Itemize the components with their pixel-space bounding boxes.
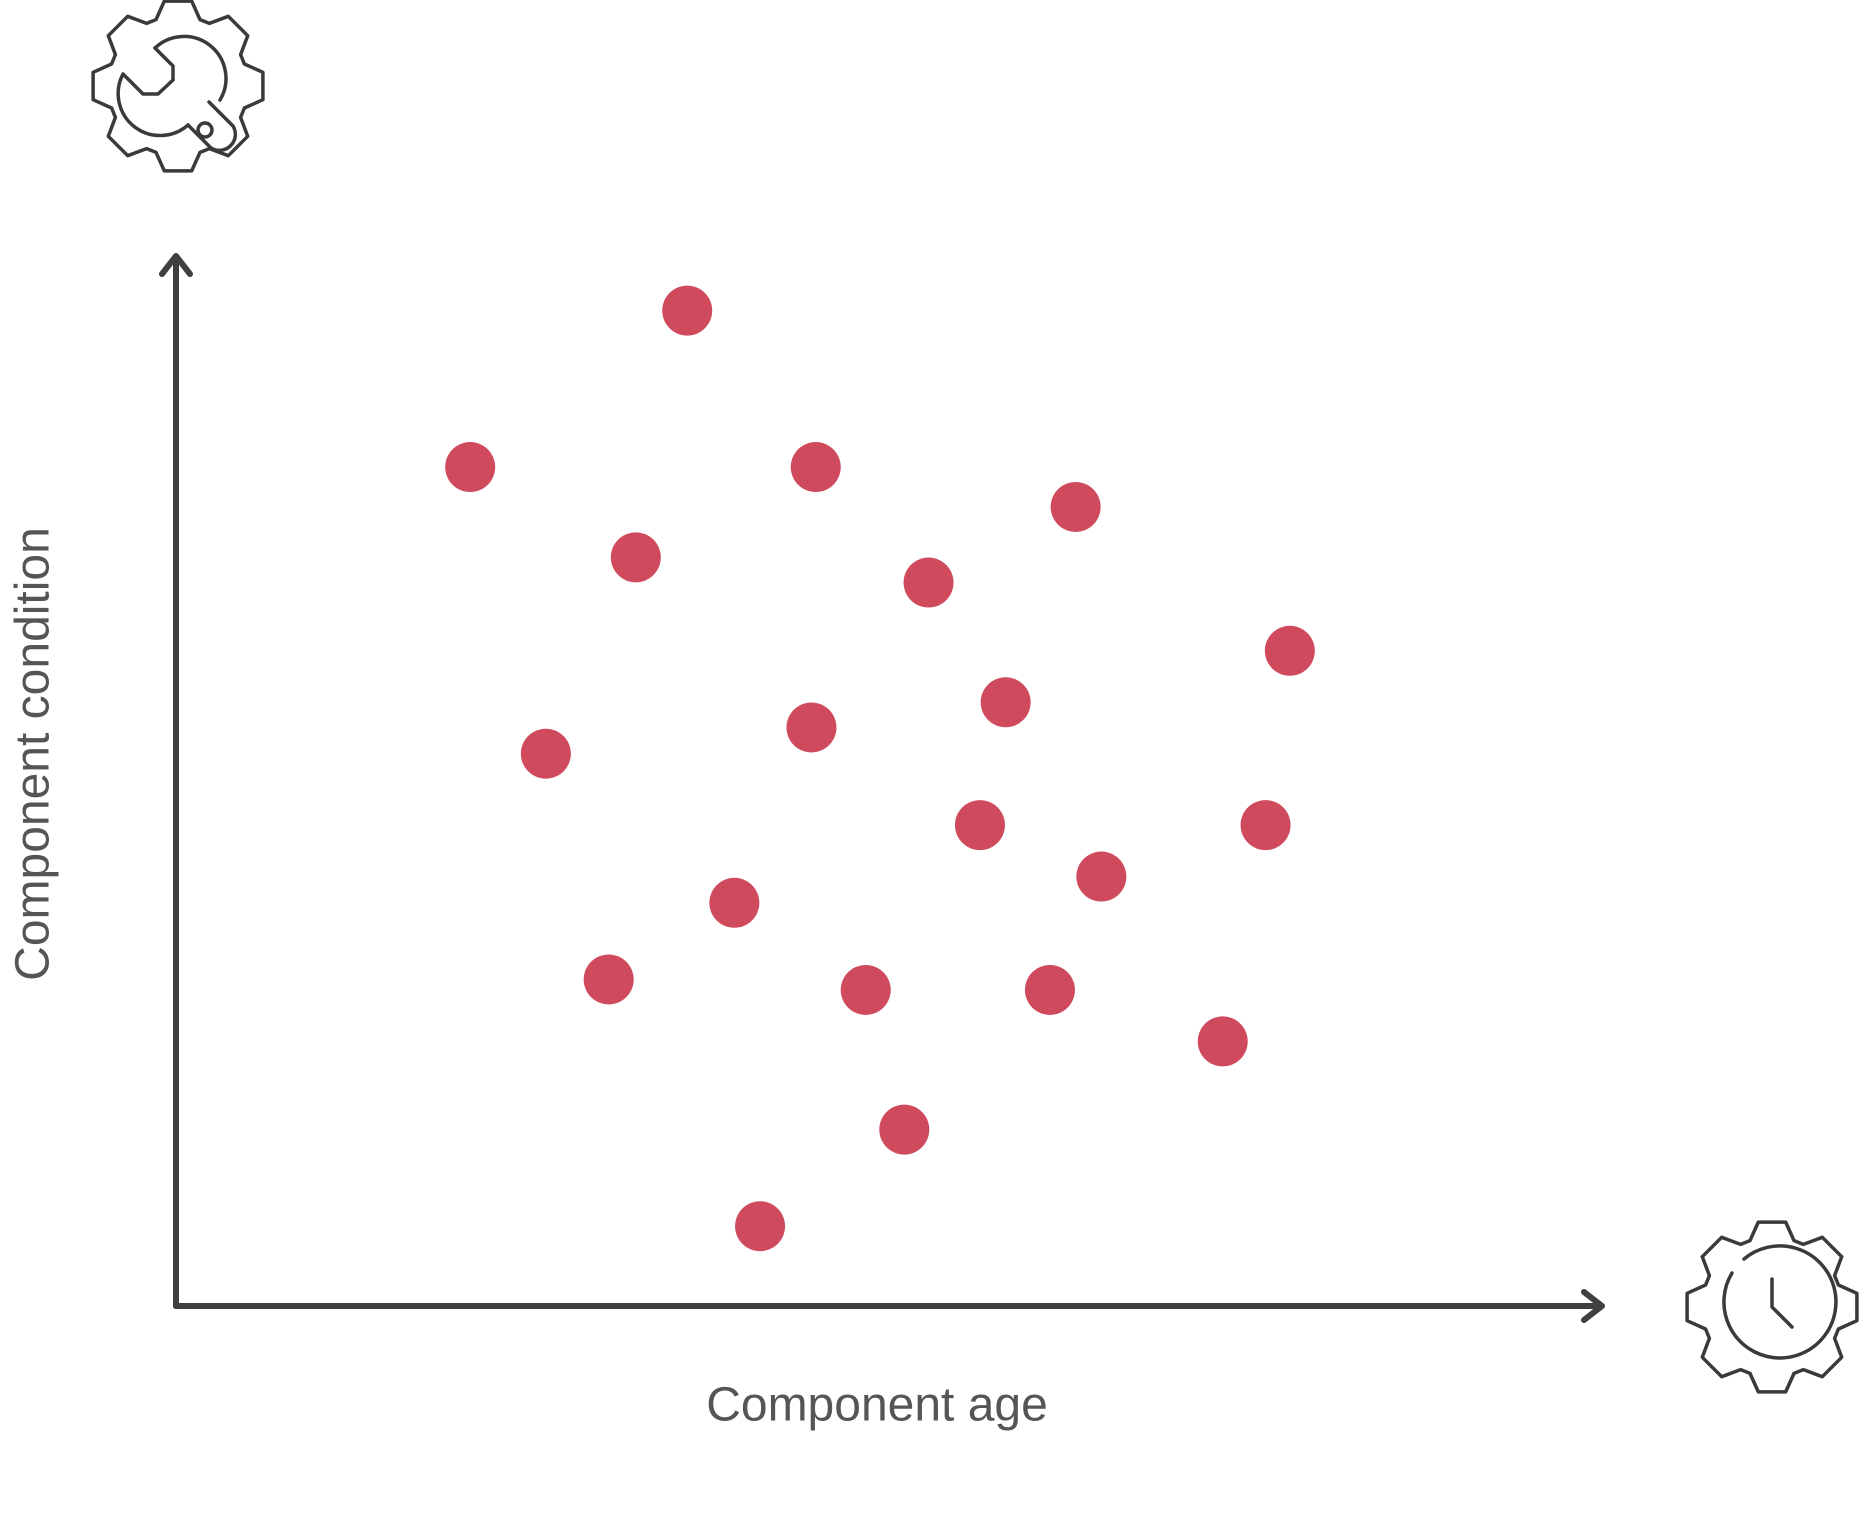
gear-outline bbox=[91, 0, 265, 173]
point bbox=[1076, 851, 1127, 902]
point bbox=[1264, 625, 1315, 676]
point bbox=[786, 702, 837, 753]
point bbox=[980, 677, 1031, 728]
point bbox=[1024, 964, 1075, 1015]
x-axis-label: Component age bbox=[706, 1379, 1048, 1432]
x-axis-arrow bbox=[1581, 1289, 1605, 1323]
y-axis-arrow bbox=[159, 253, 193, 277]
point bbox=[1240, 800, 1291, 851]
point bbox=[662, 285, 713, 336]
point bbox=[1050, 481, 1101, 532]
point bbox=[903, 557, 954, 608]
point bbox=[610, 532, 661, 583]
point bbox=[1197, 1016, 1248, 1067]
point bbox=[735, 1201, 786, 1252]
point bbox=[520, 728, 571, 779]
y-axis-label: Component condition bbox=[7, 527, 60, 981]
point bbox=[879, 1104, 930, 1155]
maintenance-icon bbox=[91, 0, 265, 173]
point bbox=[445, 442, 496, 493]
age-icon bbox=[1685, 1220, 1859, 1394]
point bbox=[840, 964, 891, 1015]
point bbox=[583, 954, 634, 1005]
point bbox=[954, 800, 1005, 851]
gear-outline bbox=[1685, 1220, 1859, 1394]
point bbox=[790, 442, 841, 493]
point bbox=[709, 877, 760, 928]
